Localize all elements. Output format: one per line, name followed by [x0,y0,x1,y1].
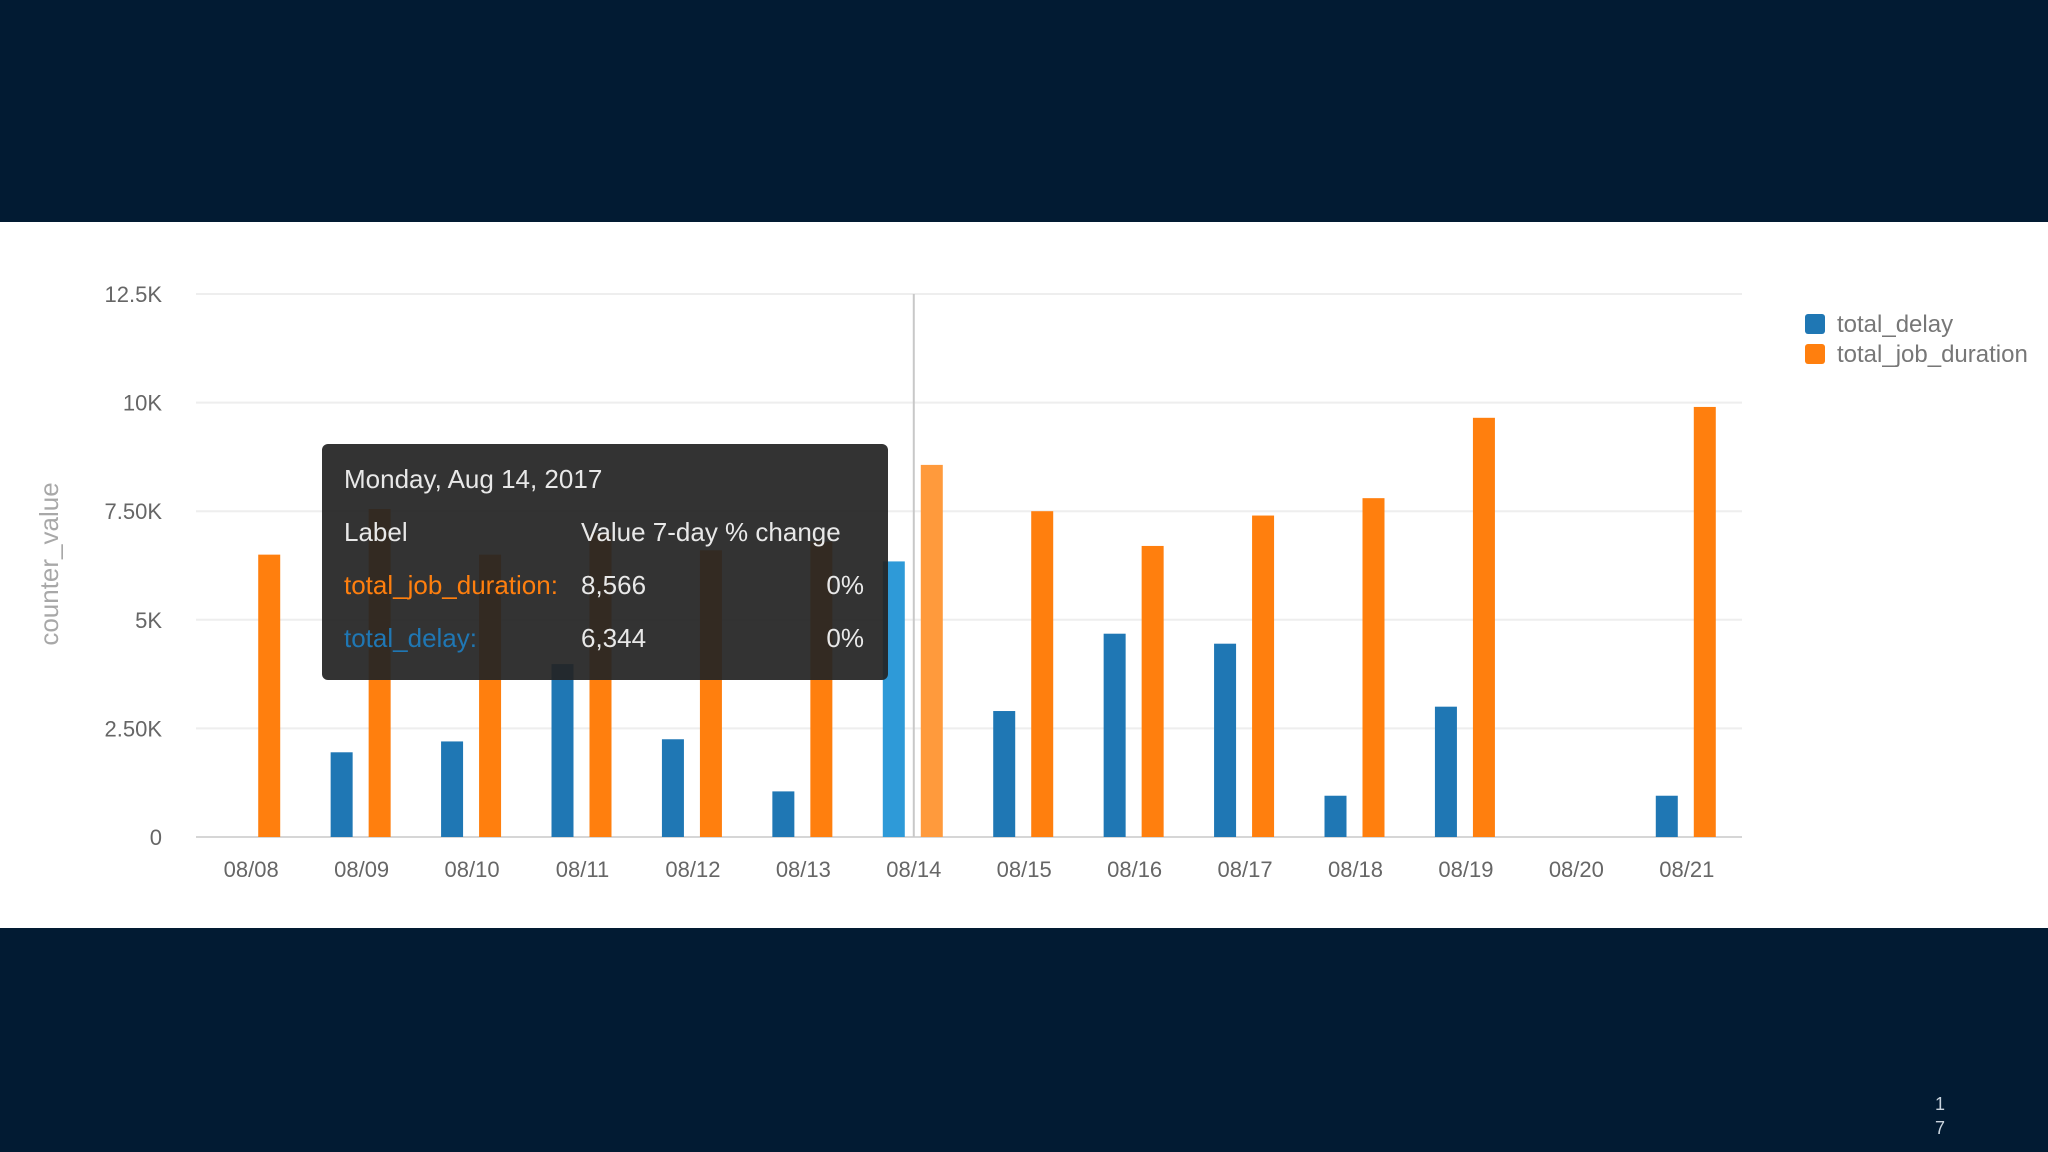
x-tick-label: 08/13 [776,857,831,882]
page-number-line-1: 1 [1934,1094,1945,1114]
legend-label-total-job-duration[interactable]: total_job_duration [1837,341,2028,368]
legend-swatch-total-delay[interactable] [1805,314,1825,334]
bar-total-delay-08-15[interactable] [993,711,1016,837]
y-tick-label: 7.50K [105,499,163,524]
legend[interactable]: total_delay total_job_duration [1805,311,2028,368]
bar-total-delay-08-18[interactable] [1324,795,1347,837]
bar-total-delay-08-14[interactable] [882,561,905,837]
y-tick-label: 2.50K [105,716,163,741]
page-number-line-2: 7 [1934,1118,1945,1138]
bar-total-job-duration-08-18[interactable] [1362,498,1385,837]
x-tick-label: 08/19 [1438,857,1493,882]
bar-total-delay-08-10[interactable] [441,741,464,837]
tooltip-header-label: Label [344,517,408,547]
bar-total-job-duration-08-21[interactable] [1693,406,1716,837]
x-tick-label: 08/18 [1328,857,1383,882]
bar-total-job-duration-08-14[interactable] [920,464,943,837]
bar-total-delay-08-09[interactable] [330,752,353,837]
bar-total-job-duration-08-15[interactable] [1031,511,1054,837]
tooltip-header-value: Value 7-day % change [581,517,841,547]
bar-total-delay-08-16[interactable] [1103,633,1126,837]
tooltip-row-value-total-delay: 6,344 [581,623,647,653]
tooltip-row-change-total-delay: 0% [826,623,864,653]
x-tick-label: 08/12 [665,857,720,882]
bar-total-delay-08-12[interactable] [661,739,684,837]
x-tick-label: 08/08 [224,857,279,882]
x-tick-label: 08/09 [334,857,389,882]
bar-total-delay-08-11[interactable] [551,664,574,837]
y-axis-title: counter_value [34,482,64,645]
x-tick-label: 08/16 [1107,857,1162,882]
bar-chart: 0 2.50K 5K 7.50K 10K 12.5K counter_value 08/0… [34,282,2028,882]
bar-total-delay-08-13[interactable] [772,791,795,837]
y-axis-ticks: 0 2.50K 5K 7.50K 10K 12.5K [105,282,163,850]
bar-total-job-duration-08-08[interactable] [258,554,281,837]
bar-total-job-duration-08-19[interactable] [1472,417,1495,837]
x-tick-label: 08/14 [886,857,941,882]
bar-total-delay-08-19[interactable] [1434,706,1457,837]
tooltip-row-label-total-delay: total_delay: [344,623,477,653]
slide-page-number: 1 7 [1930,1092,1950,1140]
tooltip-row-change-total-job-duration: 0% [826,570,864,600]
legend-label-total-delay[interactable]: total_delay [1837,311,1953,338]
legend-swatch-total-job-duration[interactable] [1805,344,1825,364]
tooltip-title: Monday, Aug 14, 2017 [344,464,603,494]
bar-total-delay-08-21[interactable] [1655,795,1678,837]
bar-total-delay-08-17[interactable] [1214,643,1237,837]
y-tick-label: 10K [123,391,162,416]
y-tick-label: 5K [135,608,162,633]
chart-panel: 0 2.50K 5K 7.50K 10K 12.5K counter_value 08/0… [0,222,2048,928]
tooltip-row-label-total-job-duration: total_job_duration: [344,570,558,600]
tooltip-row-value-total-job-duration: 8,566 [581,570,647,600]
bar-total-job-duration-08-17[interactable] [1252,515,1275,837]
chart-tooltip: Monday, Aug 14, 2017 Label Value 7-day %… [322,444,888,680]
x-tick-label: 08/11 [556,857,609,882]
x-tick-label: 08/17 [1218,857,1273,882]
x-tick-label: 08/10 [445,857,500,882]
x-tick-label: 08/21 [1659,857,1714,882]
x-tick-label: 08/15 [997,857,1052,882]
y-tick-label: 12.5K [105,282,163,307]
x-axis-ticks: 08/08 08/09 08/10 08/11 08/12 08/13 08/14 08/15… [224,857,1715,882]
bar-total-job-duration-08-16[interactable] [1141,545,1164,837]
x-tick-label: 08/20 [1549,857,1604,882]
y-tick-label: 0 [150,825,162,850]
